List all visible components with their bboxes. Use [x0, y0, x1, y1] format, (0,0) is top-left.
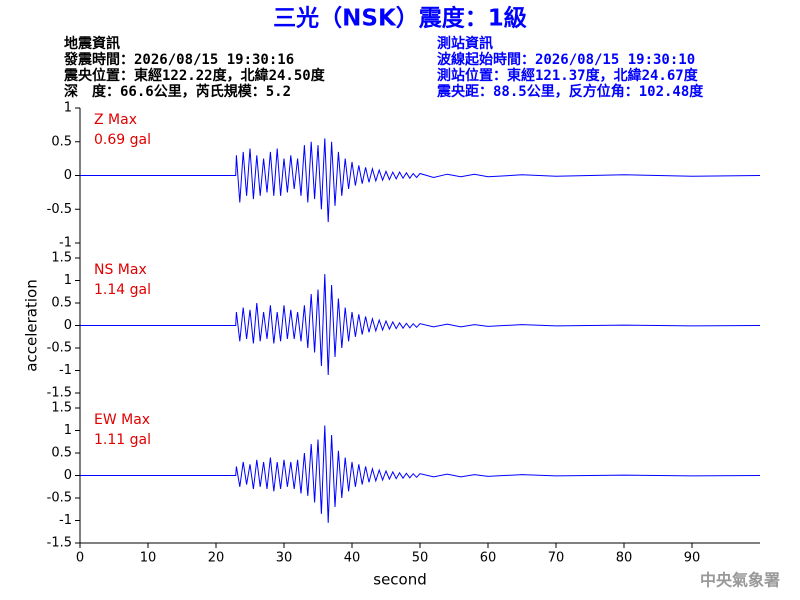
station-info: 測站資訊 — [437, 35, 493, 52]
x-tick-label: 50 — [412, 551, 429, 566]
y-tick-label: -0.5 — [47, 202, 72, 217]
station-info: 測站位置：東經121.37度，北緯24.67度 — [437, 67, 699, 84]
waveform — [80, 138, 761, 223]
title: 三光（NSK）震度：1級 — [273, 5, 527, 32]
max-value: 1.11 gal — [94, 432, 151, 448]
event-info: 深 度：66.6公里，芮氏規模：5.2 — [64, 83, 291, 100]
y-tick-label: 0.5 — [51, 134, 72, 149]
x-tick-label: 30 — [276, 551, 293, 566]
x-tick-label: 80 — [616, 551, 633, 566]
y-tick-label: 0 — [64, 318, 72, 333]
x-tick-label: 20 — [208, 551, 225, 566]
y-tick-label: 1.5 — [51, 251, 72, 266]
station-info: 波線起始時間：2026/08/15 19:30:10 — [437, 51, 695, 68]
footer: 中央氣象署 — [700, 571, 780, 590]
y-tick-label: -0.5 — [47, 341, 72, 356]
y-tick-label: 0.5 — [51, 446, 72, 461]
y-tick-label: -1.5 — [47, 536, 72, 551]
max-label: NS Max — [94, 262, 147, 278]
station-info: 震央距：88.5公里，反方位角：102.48度 — [436, 83, 704, 100]
max-label: EW Max — [94, 412, 150, 428]
x-axis-label: second — [373, 571, 427, 589]
y-tick-label: -0.5 — [47, 491, 72, 506]
x-tick-label: 90 — [684, 551, 701, 566]
y-tick-label: -1 — [59, 363, 72, 378]
y-tick-label: 0 — [64, 168, 72, 183]
y-axis-label: acceleration — [23, 279, 41, 371]
y-tick-label: -1 — [59, 513, 72, 528]
y-tick-label: 0 — [64, 468, 72, 483]
max-label: Z Max — [94, 112, 137, 128]
y-tick-label: -1.5 — [47, 386, 72, 401]
event-info: 發震時間：2026/08/15 19:30:16 — [63, 51, 294, 68]
x-tick-label: 70 — [548, 551, 565, 566]
event-info: 震央位置：東經122.22度，北緯24.50度 — [63, 67, 326, 84]
x-tick-label: 10 — [140, 551, 157, 566]
waveform — [80, 274, 761, 376]
max-value: 1.14 gal — [94, 282, 151, 298]
x-tick-label: 0 — [76, 551, 84, 566]
x-tick-label: 40 — [344, 551, 361, 566]
y-tick-label: 1 — [64, 423, 72, 438]
max-value: 0.69 gal — [94, 132, 151, 148]
y-tick-label: 1 — [64, 273, 72, 288]
y-tick-label: 0.5 — [51, 296, 72, 311]
y-tick-label: 1.5 — [51, 401, 72, 416]
waveform — [80, 425, 761, 523]
y-tick-label: 1 — [64, 101, 72, 116]
event-info: 地震資訊 — [64, 35, 120, 52]
x-tick-label: 60 — [480, 551, 497, 566]
y-tick-label: -1 — [59, 236, 72, 251]
